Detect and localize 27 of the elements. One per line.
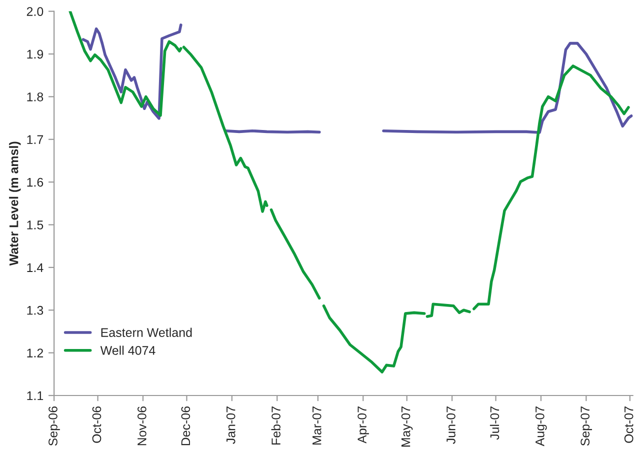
y-tick-label: 1.6 [27,178,44,187]
x-tick-label: Oct-07 [624,406,634,443]
x-tick-label: Oct-06 [92,406,102,443]
y-tick-label: 1.9 [27,50,44,59]
y-tick-label: 1.5 [27,220,44,230]
x-tick-label: Jun-07 [446,406,456,444]
y-tick-label: 2.0 [26,7,44,16]
y-tick-label: 1.4 [27,263,44,272]
x-tick-label: Apr-07 [358,406,369,444]
x-tick-label: May-07 [401,406,413,447]
y-tick-label: 1.8 [27,92,44,102]
x-tick-label: Mar-07 [312,406,322,444]
x-tick-label: Jul-07 [490,406,500,440]
x-tick-label: Feb-07 [271,406,280,444]
x-tick-label: Sep-06 [48,406,60,446]
y-axis-title: Water Level (m amsl) [9,142,21,266]
y-tick-label: 1.1 [27,391,44,400]
x-tick-label: Dec-06 [181,406,190,446]
y-tick-label: 1.2 [27,348,44,358]
legend-label: Well 4074 [100,346,156,355]
y-tick-label: 1.7 [27,135,44,144]
legend-label: Eastern Wetland [101,328,192,337]
x-tick-label: Sep-07 [580,406,592,446]
y-tick-label: 1.3 [27,306,44,315]
x-tick-label: Aug-07 [535,406,547,446]
x-tick-label: Nov-06 [137,406,146,446]
x-tick-label: Jan-07 [226,406,236,444]
